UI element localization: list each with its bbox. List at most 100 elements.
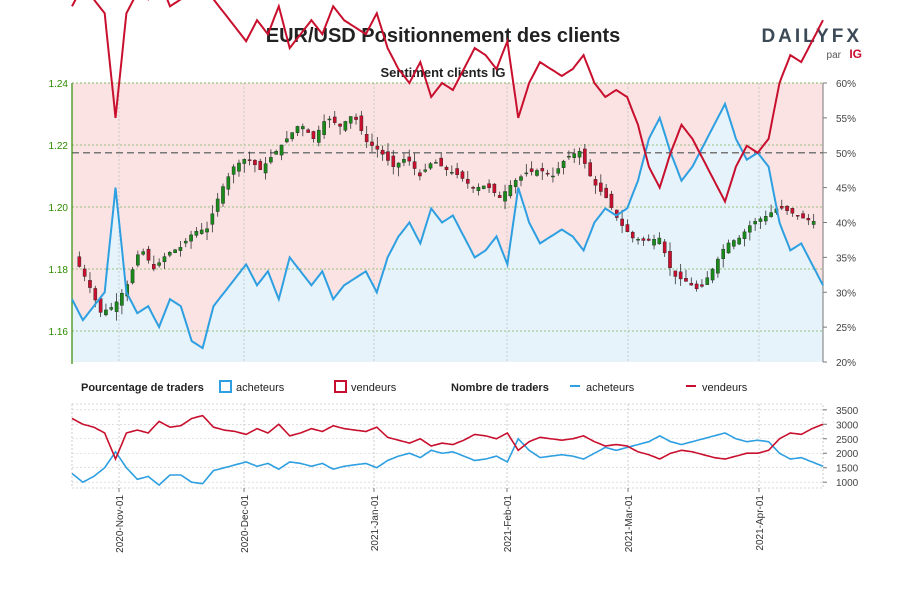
- candle-body: [678, 271, 683, 280]
- candle-body: [77, 256, 82, 267]
- legend-pct-buy-label: acheteurs: [236, 382, 285, 394]
- price-tick-label: 1.22: [49, 141, 69, 152]
- candle-body: [407, 156, 412, 162]
- price-tick-label: 1.24: [49, 79, 69, 90]
- legend-pct-sell-label: vendeurs: [351, 382, 397, 394]
- candle-body: [205, 228, 209, 233]
- count-tick-label: 1000: [836, 478, 859, 489]
- candle-body: [535, 170, 539, 176]
- candle-body: [104, 309, 108, 316]
- candle-body: [327, 118, 332, 121]
- candle-body: [801, 213, 805, 219]
- candle-body: [567, 155, 571, 158]
- candle-body: [599, 182, 603, 192]
- candle-body: [700, 284, 704, 287]
- candle-body: [716, 258, 720, 274]
- candle-body: [737, 237, 741, 245]
- legend-pct-title: Pourcentage de traders: [81, 382, 204, 394]
- candle-body: [423, 169, 428, 172]
- x-tick-label: 2021-Jan-01: [370, 495, 381, 552]
- candle-body: [93, 288, 98, 301]
- candle-body: [779, 206, 784, 209]
- candle-body: [428, 163, 433, 169]
- candle-body: [386, 151, 390, 161]
- candle-body: [178, 247, 183, 251]
- price-tick-label: 1.18: [49, 265, 69, 276]
- candle-body: [391, 155, 396, 167]
- trader-count-plot: 1000 1500 2000 2500 3000 3500: [71, 403, 859, 489]
- percent-tick-label: 20%: [836, 358, 856, 369]
- dailyfx-logo-ig: IG: [849, 47, 862, 61]
- candle-body: [364, 134, 369, 143]
- candle-body: [359, 115, 364, 131]
- candle-body: [290, 132, 294, 140]
- candle-body: [732, 240, 736, 247]
- candle-body: [641, 238, 646, 241]
- candle-body: [561, 160, 566, 168]
- chart-title: EUR/USD Positionnement des clients: [266, 25, 621, 47]
- candle-body: [189, 234, 193, 242]
- candle-body: [226, 176, 231, 190]
- candle-body: [274, 150, 279, 155]
- candle-body: [269, 157, 273, 163]
- series-line-acheteurs-pct: [71, 101, 824, 350]
- price-tick-label: 1.20: [49, 203, 69, 214]
- candle-body: [795, 215, 800, 217]
- candle-body: [652, 239, 656, 246]
- legend: Pourcentage de traders acheteurs vendeur…: [81, 380, 748, 394]
- percent-tick-label: 25%: [836, 323, 856, 334]
- candle-body: [183, 240, 188, 244]
- percent-tick-label: 55%: [836, 114, 856, 125]
- candle-body: [258, 160, 263, 171]
- candle-body: [322, 121, 326, 135]
- candlesticks: [77, 110, 816, 321]
- candle-body: [758, 218, 763, 222]
- percent-tick-label: 40%: [836, 219, 856, 230]
- candle-body: [375, 145, 380, 150]
- candle-body: [572, 153, 577, 158]
- candle-body: [316, 129, 321, 143]
- candle-body: [418, 172, 422, 177]
- candle-body: [237, 162, 241, 172]
- candle-body: [455, 168, 459, 175]
- candle-body: [487, 183, 491, 188]
- candle-body: [763, 216, 768, 222]
- candle-body: [694, 283, 699, 290]
- candle-body: [668, 251, 672, 268]
- candle-body: [173, 249, 177, 253]
- candle-body: [439, 157, 443, 167]
- candle-body: [583, 148, 587, 164]
- candle-body: [508, 185, 513, 197]
- candle-body: [524, 172, 529, 175]
- candle-body: [748, 225, 752, 233]
- candle-body: [811, 221, 816, 225]
- candle-body: [88, 280, 92, 288]
- dailyfx-logo-par: par: [827, 50, 842, 61]
- candle-body: [311, 131, 316, 139]
- candle-body: [242, 159, 247, 164]
- candle-body: [620, 218, 624, 226]
- candle-body: [481, 185, 486, 189]
- candle-body: [82, 268, 87, 277]
- candle-body: [348, 116, 353, 124]
- candle-body: [285, 138, 289, 143]
- candle-body: [636, 239, 640, 241]
- candle-body: [604, 187, 608, 198]
- buyer-area-fill: [72, 103, 823, 363]
- x-axis-labels: 2020-Nov-01 2020-Dec-01 2021-Jan-01 2021-Fe…: [115, 488, 766, 553]
- candle-body: [279, 144, 284, 156]
- sentiment-plot: 1.16 1.18 1.20 1.22 1.24 20% 25% 30% 35% 40% 45% 50…: [49, 0, 856, 369]
- candle-body: [769, 212, 773, 217]
- candle-body: [98, 298, 103, 313]
- candle-body: [662, 241, 667, 254]
- legend-num-sell-label: vendeurs: [702, 382, 748, 394]
- candle-body: [673, 270, 678, 277]
- candle-body: [684, 278, 688, 282]
- candle-body: [519, 176, 523, 181]
- legend-num-buy-label: acheteurs: [586, 382, 635, 394]
- count-tick-label: 3000: [836, 420, 859, 431]
- legend-num-title: Nombre de traders: [451, 382, 549, 394]
- candle-body: [588, 162, 592, 177]
- candle-body: [551, 175, 555, 178]
